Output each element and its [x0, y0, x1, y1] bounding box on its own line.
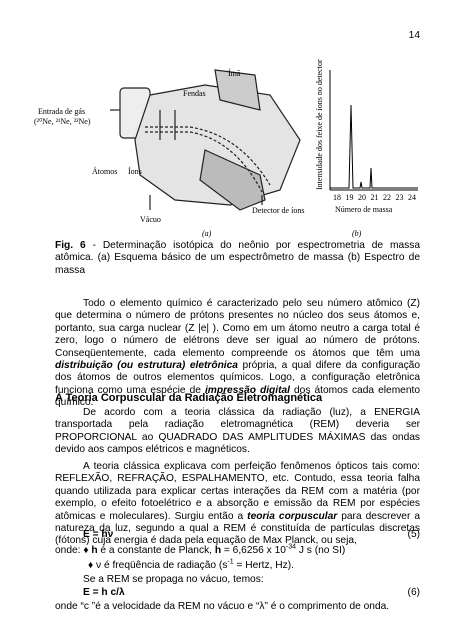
heading: A Teoria Corpuscular da Radiação Eletrom…	[55, 392, 323, 404]
x-tick-label: 21	[371, 193, 379, 202]
paragraph: A teoria clássica explicava com perfeiçã…	[55, 461, 421, 547]
x-tick-label: 22	[383, 193, 391, 202]
text-line: Se a REM se propaga no vácuo, temos:	[83, 574, 264, 585]
paragraph: De acordo com a teoria clássica da radia…	[55, 407, 420, 456]
spectrum-y-label: Intensidade dos feixe de íons no detecto…	[315, 59, 324, 190]
figure: Entrada de gás (²⁰Ne, ²¹Ne, ²²Ne) Fendas…	[34, 59, 418, 238]
detector-label: Detector de íons	[252, 206, 304, 215]
panel-b-label: (b)	[352, 229, 362, 238]
definition: ♦ ν é freqüência de radiação (s-1 = Hert…	[88, 558, 294, 571]
page-number: 14	[408, 30, 420, 41]
spectrum-x-label: Número de massa	[335, 205, 393, 214]
x-tick-label: 19	[346, 193, 354, 202]
caption: Fig. 6 - Determinação isotópica do neôni…	[55, 240, 420, 276]
x-tick-label: 23	[396, 193, 404, 202]
isotopes-label: (²⁰Ne, ²¹Ne, ²²Ne)	[34, 117, 91, 126]
equation: E = h c/λ (6)	[83, 587, 420, 598]
panel-a-label: (a)	[202, 229, 212, 238]
equation: E = hν (5)	[83, 529, 420, 540]
text-line: onde “c ”é a velocidade da REM no vácuo …	[55, 601, 390, 612]
gas-inlet-label: Entrada de gás	[38, 107, 85, 116]
vacuum-label: Vácuo	[140, 215, 161, 224]
x-tick-label: 24	[408, 193, 416, 202]
x-tick-label: 18	[333, 193, 341, 202]
magnet-label: Ímã	[228, 68, 241, 78]
slits-label: Fendas	[183, 89, 206, 98]
x-tick-label: 20	[358, 193, 366, 202]
paragraph: Todo o elemento químico é caracterizado …	[55, 298, 421, 409]
definition: onde: ♦ h é a constante de Planck, h = 6…	[55, 543, 346, 556]
atoms-label: Átomos	[92, 166, 117, 176]
ions-label: Íons	[128, 166, 142, 176]
